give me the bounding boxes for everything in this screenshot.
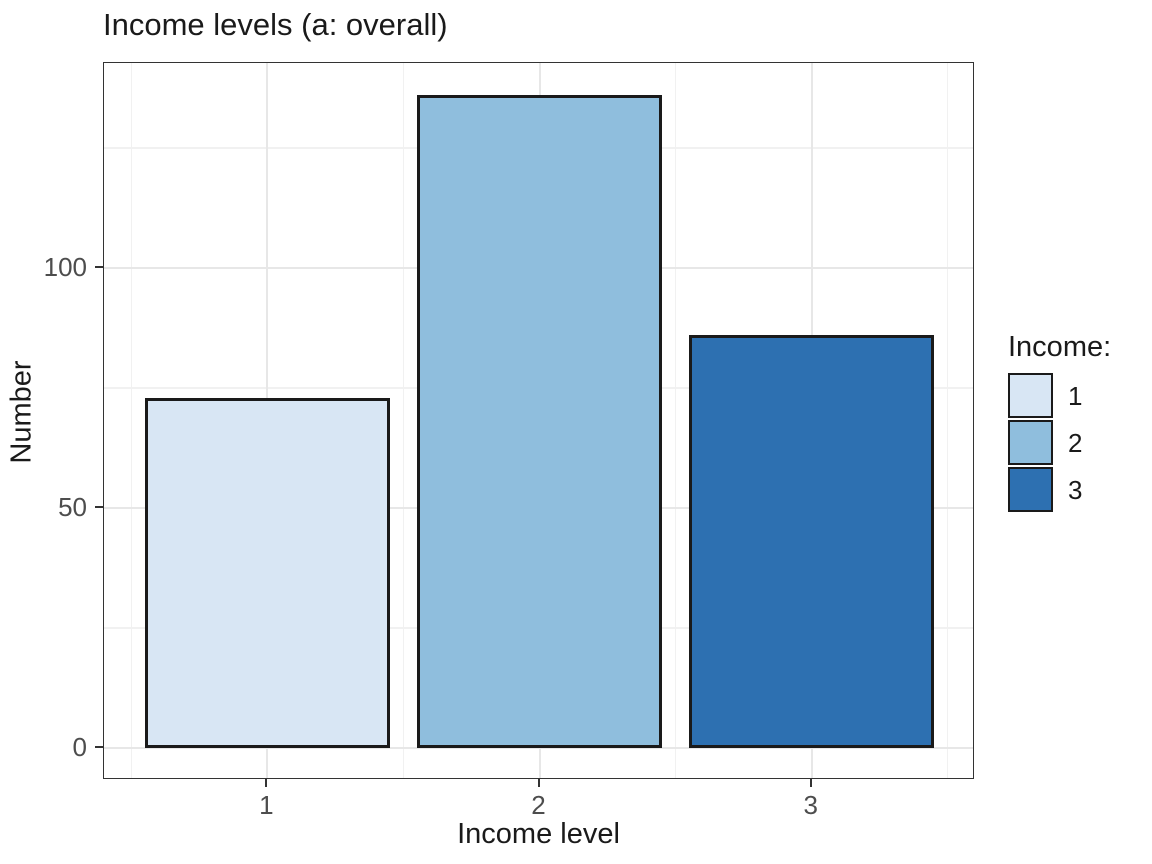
y-tick-label: 50	[58, 492, 87, 522]
legend-key-swatch	[1008, 467, 1053, 513]
bar-income-3	[689, 335, 935, 748]
bar-income-1	[144, 397, 390, 748]
x-tick-label: 3	[803, 790, 818, 820]
x-tick-label: 2	[531, 790, 546, 820]
legend-entry-2: 2	[1008, 420, 1083, 466]
legend-entry-label: 2	[1068, 427, 1083, 458]
x-tick-mark	[537, 779, 540, 787]
legend-entry-label: 3	[1068, 474, 1083, 505]
gridline-minor-vertical	[947, 63, 949, 778]
bar-income-2	[417, 95, 662, 748]
y-tick-mark	[95, 506, 103, 508]
legend-title: Income:	[1008, 331, 1112, 363]
chart-title: Income levels (a: overall)	[103, 7, 448, 42]
legend: Income: 1 2 3	[1008, 331, 1112, 513]
y-tick-mark	[95, 266, 103, 268]
x-tick-mark	[809, 779, 812, 787]
y-axis-title: Number	[5, 360, 38, 464]
legend-key-swatch	[1008, 373, 1053, 419]
legend-entry-3: 3	[1008, 467, 1083, 513]
legend-entry-1: 1	[1008, 373, 1083, 419]
gridline-minor-vertical	[402, 63, 405, 778]
x-tick-label: 1	[259, 790, 274, 820]
legend-entry-label: 1	[1068, 380, 1083, 411]
y-tick-mark	[95, 746, 103, 748]
x-tick-mark	[265, 779, 268, 787]
legend-key-swatch	[1008, 420, 1053, 466]
y-tick-label: 0	[72, 732, 87, 762]
legend-entries: 1 2 3	[1008, 371, 1083, 513]
y-tick-label: 100	[43, 252, 87, 282]
plot-panel	[103, 62, 974, 779]
gridline-minor-vertical	[130, 63, 132, 778]
gridline-minor-vertical	[674, 63, 677, 778]
x-axis-title: Income level	[457, 818, 620, 850]
